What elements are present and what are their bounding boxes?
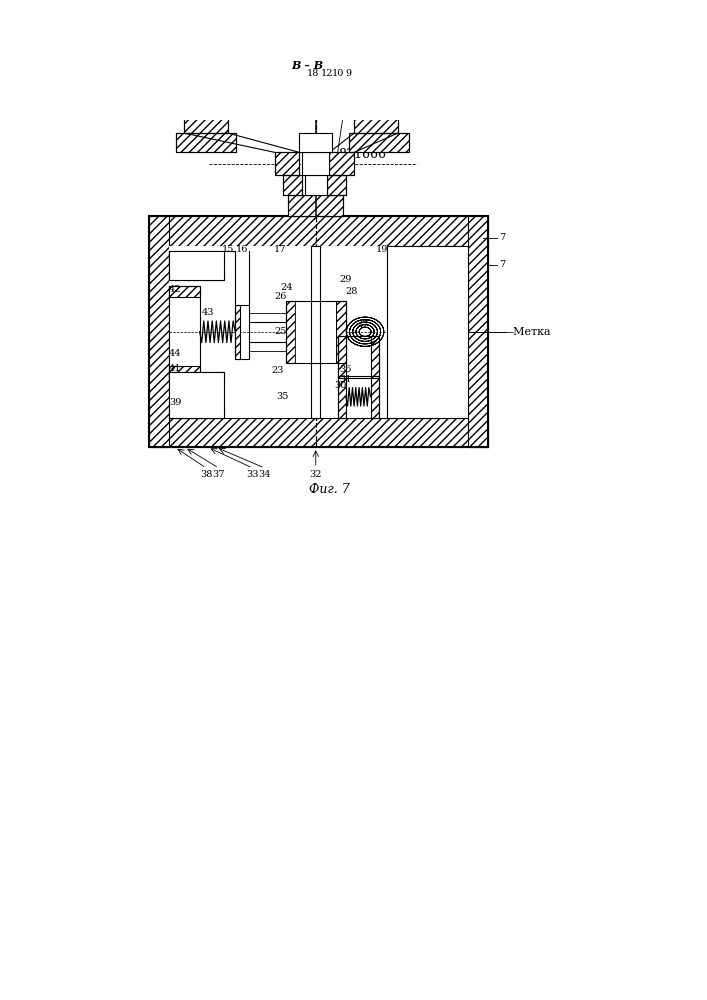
Text: 24: 24: [281, 283, 293, 292]
Bar: [296, 301, 336, 363]
Bar: [170, 268, 224, 280]
Text: 37: 37: [213, 470, 225, 479]
Bar: [329, 152, 354, 175]
Bar: [370, 336, 379, 378]
Bar: [327, 175, 346, 195]
Bar: [336, 301, 346, 363]
Bar: [329, 152, 354, 175]
Text: 32: 32: [310, 470, 322, 479]
Bar: [176, 133, 236, 152]
Bar: [296, 301, 336, 363]
Bar: [283, 175, 302, 195]
Bar: [327, 175, 346, 195]
Bar: [148, 418, 489, 447]
Bar: [354, 98, 398, 133]
Text: 9: 9: [346, 69, 351, 78]
Bar: [286, 301, 346, 363]
Bar: [235, 251, 249, 311]
Bar: [235, 305, 240, 359]
Bar: [354, 98, 398, 133]
Bar: [302, 152, 329, 175]
Bar: [170, 246, 467, 418]
Text: 41: 41: [169, 364, 181, 373]
Bar: [235, 305, 249, 359]
Bar: [370, 376, 379, 418]
Bar: [387, 246, 467, 418]
Bar: [338, 336, 346, 378]
Bar: [170, 251, 224, 263]
Bar: [349, 133, 409, 152]
Text: 33: 33: [247, 470, 259, 479]
Text: 34: 34: [259, 470, 271, 479]
Text: 30: 30: [334, 381, 346, 390]
Text: 10: 10: [332, 69, 344, 78]
Bar: [354, 83, 398, 98]
Text: 26: 26: [274, 292, 286, 301]
Text: 19: 19: [375, 245, 387, 254]
Bar: [283, 175, 302, 195]
Bar: [467, 216, 489, 447]
Text: 831666: 831666: [339, 148, 386, 161]
Bar: [170, 366, 199, 378]
Bar: [286, 301, 296, 363]
Bar: [185, 83, 228, 98]
Text: —Метка: —Метка: [502, 327, 551, 337]
Text: 44: 44: [169, 349, 181, 358]
Bar: [170, 286, 199, 297]
Text: 7: 7: [499, 233, 506, 242]
Bar: [338, 336, 379, 378]
Bar: [288, 195, 343, 216]
Bar: [148, 216, 489, 447]
Bar: [170, 286, 199, 378]
Text: 23: 23: [271, 366, 284, 375]
Text: 38: 38: [200, 470, 212, 479]
Bar: [338, 376, 346, 418]
Text: 27: 27: [356, 320, 368, 329]
Text: 43: 43: [201, 308, 214, 317]
Text: 16: 16: [235, 245, 248, 254]
Bar: [185, 98, 228, 133]
Text: 7: 7: [499, 260, 506, 269]
Bar: [299, 133, 332, 152]
Bar: [354, 83, 398, 98]
Text: 28: 28: [345, 287, 358, 296]
Bar: [170, 372, 224, 383]
Text: 35: 35: [276, 392, 289, 401]
Text: 31: 31: [339, 375, 352, 384]
Text: 29: 29: [339, 275, 352, 284]
Text: 36: 36: [339, 365, 352, 374]
Text: В – В: В – В: [291, 60, 324, 71]
Text: Фиг. 7: Фиг. 7: [309, 483, 350, 496]
Text: 15: 15: [222, 245, 234, 254]
Bar: [274, 152, 299, 175]
Text: 12: 12: [320, 69, 333, 78]
Bar: [349, 133, 409, 152]
Text: 25: 25: [274, 327, 286, 336]
Bar: [148, 216, 170, 447]
Bar: [170, 406, 224, 418]
Text: 17: 17: [274, 245, 286, 254]
Bar: [176, 133, 236, 152]
Bar: [185, 83, 228, 98]
Bar: [305, 175, 327, 195]
Bar: [170, 372, 224, 418]
Bar: [274, 152, 299, 175]
Text: 42: 42: [169, 285, 181, 294]
Text: 39: 39: [169, 398, 181, 407]
Bar: [311, 246, 320, 418]
Text: 18: 18: [307, 69, 320, 78]
Bar: [170, 251, 224, 280]
Bar: [148, 216, 489, 246]
Bar: [338, 376, 379, 418]
Bar: [288, 195, 343, 216]
Bar: [185, 98, 228, 133]
